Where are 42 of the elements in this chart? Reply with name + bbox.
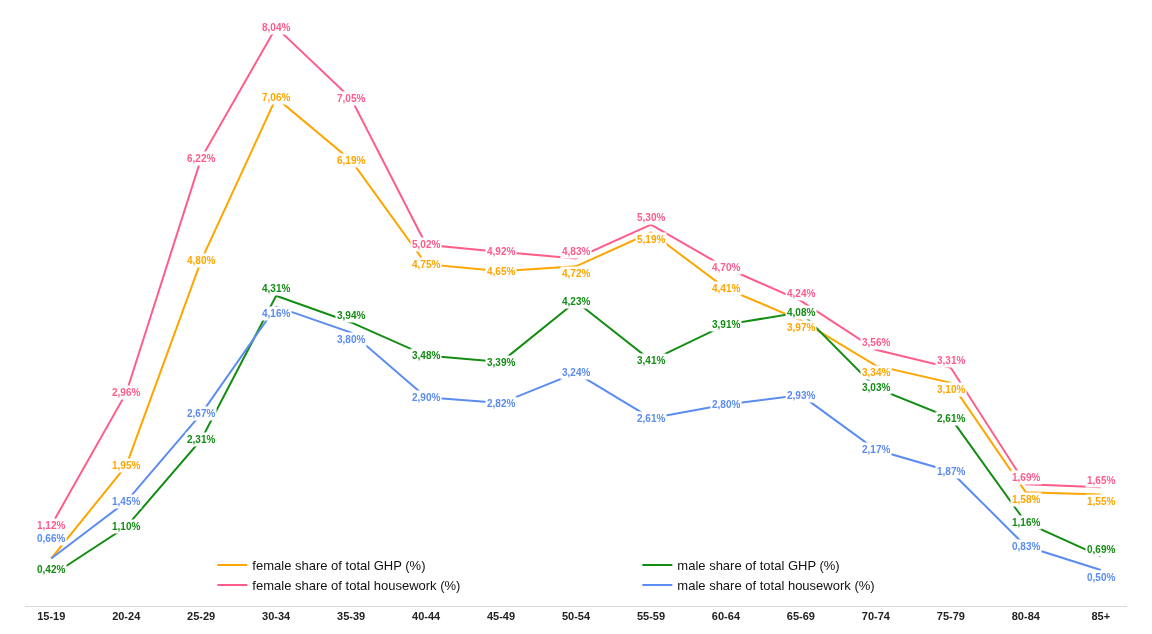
x-tick-label: 75-79 [936,610,965,623]
data-label: 3,10% [937,384,966,395]
data-label: 1,58% [1012,494,1041,505]
data-label: 1,69% [1012,472,1041,483]
data-label: 3,56% [862,337,891,348]
x-tick-label: 50-54 [561,610,591,623]
x-tick-label: 40-44 [412,610,442,623]
data-label: 0,66% [37,533,66,544]
x-tick-label: 30-34 [262,610,292,623]
data-label: 3,80% [337,334,366,345]
x-tick-label: 15-19 [37,610,66,623]
data-label: 3,31% [937,355,966,366]
x-tick-label: 65-69 [786,610,815,623]
data-label: 4,16% [262,308,291,319]
data-label: 4,83% [562,246,591,257]
data-label: 1,65% [1087,475,1116,486]
data-label: 0,69% [1087,544,1116,555]
data-label: 1,55% [1087,496,1116,507]
x-tick-label: 35-39 [337,610,366,623]
legend-label: female share of total GHP (%) [252,558,426,574]
x-tick-label: 55-59 [636,610,666,623]
x-tick-label: 20-24 [112,610,142,623]
data-label: 4,72% [562,268,591,279]
data-label: 3,34% [862,367,891,378]
legend-label: male share of total GHP (%) [677,558,840,574]
x-tick-label: 80-84 [1011,610,1041,623]
x-tick-label: 85+ [1091,610,1111,623]
data-label: 5,19% [637,234,666,245]
legend-label: female share of total housework (%) [252,577,461,593]
data-label: 1,12% [37,520,66,531]
x-tick-label: 60-64 [711,610,741,623]
data-label: 3,94% [337,310,366,321]
data-label: 5,30% [637,212,666,223]
x-tick-label: 25-29 [187,610,216,623]
data-label: 3,97% [787,322,816,333]
data-label: 4,24% [787,288,816,299]
x-tick-label: 45-49 [486,610,516,623]
x-tick-label: 70-74 [861,610,891,623]
legend-label: male share of total housework (%) [677,577,875,593]
data-label: 4,31% [262,283,291,294]
data-label: 0,50% [1087,572,1116,583]
data-label: 0,42% [37,564,66,575]
